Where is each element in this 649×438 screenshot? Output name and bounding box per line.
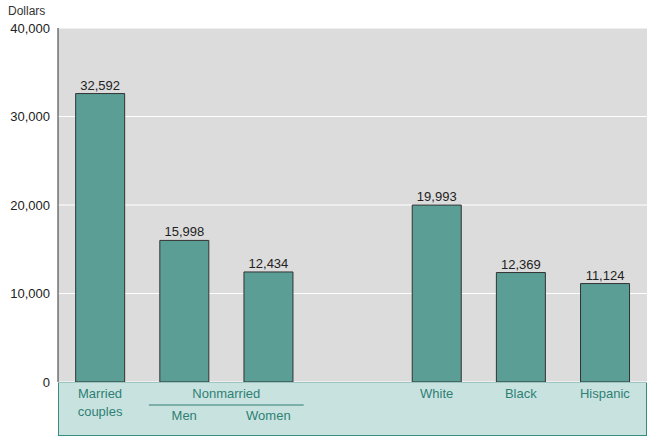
html-text:Dollars: Dollars (8, 4, 46, 18)
svg-text:Black: Black (505, 386, 537, 401)
svg-text:30,000: 30,000 (10, 109, 50, 124)
svg-text:10,000: 10,000 (10, 286, 50, 301)
svg-text:19,993: 19,993 (417, 189, 457, 204)
svg-text:Marriedcouples: Marriedcouples (78, 386, 123, 419)
svg-text:Women: Women (246, 408, 291, 423)
svg-text:0: 0 (43, 375, 50, 390)
svg-text:15,998: 15,998 (164, 224, 204, 239)
svg-text:32,592: 32,592 (80, 78, 120, 93)
svg-text:12,434: 12,434 (249, 256, 289, 271)
svg-text:40,000: 40,000 (10, 21, 50, 36)
svg-text:Men: Men (172, 408, 197, 423)
svg-text:20,000: 20,000 (10, 198, 50, 213)
svg-text:Nonmarried: Nonmarried (192, 386, 260, 401)
svg-text:Hispanic: Hispanic (580, 386, 630, 401)
svg-text:White: White (420, 386, 453, 401)
svg-text:12,369: 12,369 (501, 257, 541, 272)
svg-text:11,124: 11,124 (586, 268, 625, 283)
